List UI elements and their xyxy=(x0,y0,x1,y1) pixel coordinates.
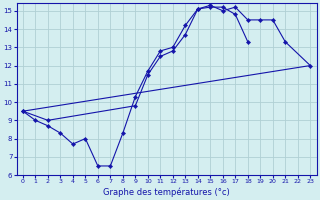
X-axis label: Graphe des températures (°c): Graphe des températures (°c) xyxy=(103,187,230,197)
